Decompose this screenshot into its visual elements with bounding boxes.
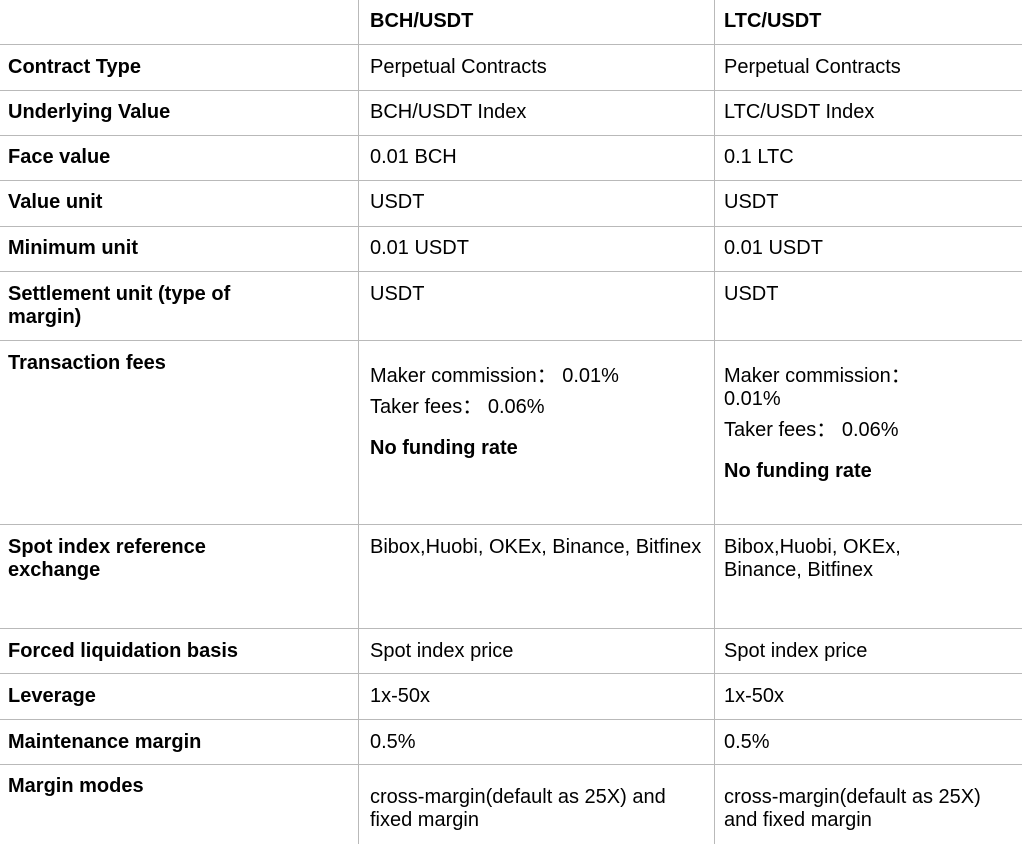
cell-bch-leverage: 1x-50x [370, 685, 431, 707]
cell-ltc-transaction-fees: Maker commission： 0.01% Taker fees： 0.06… [724, 365, 954, 483]
row-label-settlement-unit: Settlement unit (type of margin) [8, 283, 231, 328]
row-label-forced-liquidation-basis: Forced liquidation basis [8, 640, 239, 662]
cell-bch-margin-modes: cross-margin(default as 25X) and fixed m… [370, 786, 666, 831]
cell-ltc-forced-liquidation-basis: Spot index price [724, 640, 868, 662]
row-divider [0, 673, 1022, 674]
row-label-minimum-unit: Minimum unit [8, 237, 138, 259]
cell-ltc-value-unit: USDT [724, 191, 779, 213]
row-label-face-value: Face value [8, 146, 111, 168]
column-divider [714, 0, 715, 844]
cell-ltc-underlying-value: LTC/USDT Index [724, 101, 875, 123]
row-divider [0, 628, 1022, 629]
row-label-spot-index-reference-exchange: Spot index reference exchange [8, 536, 206, 581]
column-divider [358, 0, 359, 844]
maker-commission: Maker commission： 0.01% [370, 365, 619, 387]
row-divider [0, 135, 1022, 136]
row-divider [0, 524, 1022, 525]
cell-ltc-spot-index-exchanges: Bibox,Huobi, OKEx, Binance, Bitfinex [724, 536, 901, 581]
row-label-value-unit: Value unit [8, 191, 103, 213]
row-label-leverage: Leverage [8, 685, 96, 707]
row-label-contract-type: Contract Type [8, 56, 141, 78]
header-bch-usdt: BCH/USDT [370, 10, 474, 32]
maker-commission: Maker commission： 0.01% [724, 365, 911, 410]
row-divider [0, 271, 1022, 272]
cell-ltc-margin-modes: cross-margin(default as 25X) and fixed m… [724, 786, 981, 831]
row-divider [0, 226, 1022, 227]
cell-bch-contract-type: Perpetual Contracts [370, 56, 547, 78]
row-label-margin-modes: Margin modes [8, 775, 144, 797]
row-divider [0, 340, 1022, 341]
cell-bch-minimum-unit: 0.01 USDT [370, 237, 469, 259]
row-divider [0, 719, 1022, 720]
cell-bch-spot-index-exchanges: Bibox,Huobi, OKEx, Binance, Bitfinex [370, 536, 702, 558]
row-label-transaction-fees: Transaction fees [8, 352, 166, 374]
cell-ltc-maintenance-margin: 0.5% [724, 731, 770, 753]
taker-fees: Taker fees： 0.06% [370, 396, 545, 418]
cell-ltc-leverage: 1x-50x [724, 685, 785, 707]
cell-bch-transaction-fees: Maker commission： 0.01% Taker fees： 0.06… [370, 365, 710, 460]
taker-fees: Taker fees： 0.06% [724, 419, 899, 441]
row-divider [0, 90, 1022, 91]
cell-bch-maintenance-margin: 0.5% [370, 731, 416, 753]
header-ltc-usdt: LTC/USDT [724, 10, 822, 32]
cell-ltc-minimum-unit: 0.01 USDT [724, 237, 823, 259]
row-divider [0, 764, 1022, 765]
row-divider [0, 44, 1022, 45]
row-divider [0, 180, 1022, 181]
funding-rate-note: No funding rate [724, 460, 872, 482]
cell-bch-forced-liquidation-basis: Spot index price [370, 640, 514, 662]
row-label-underlying-value: Underlying Value [8, 101, 171, 123]
funding-rate-note: No funding rate [370, 437, 518, 459]
cell-ltc-face-value: 0.1 LTC [724, 146, 794, 168]
cell-ltc-settlement-unit: USDT [724, 283, 779, 305]
row-label-maintenance-margin: Maintenance margin [8, 731, 202, 753]
cell-ltc-contract-type: Perpetual Contracts [724, 56, 901, 78]
cell-bch-value-unit: USDT [370, 191, 425, 213]
cell-bch-face-value: 0.01 BCH [370, 146, 457, 168]
cell-bch-underlying-value: BCH/USDT Index [370, 101, 527, 123]
cell-bch-settlement-unit: USDT [370, 283, 425, 305]
